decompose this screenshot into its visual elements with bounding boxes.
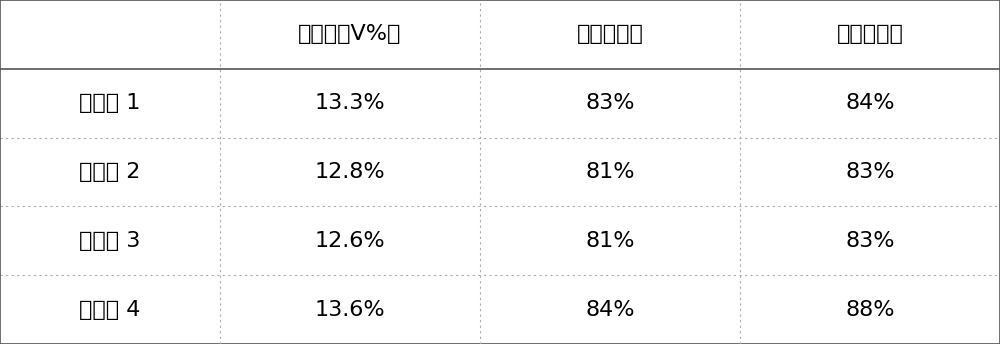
Text: 81%: 81%: [585, 162, 635, 182]
Text: 88%: 88%: [845, 300, 895, 320]
Text: 83%: 83%: [845, 231, 895, 251]
Text: 实施例 3: 实施例 3: [79, 231, 141, 251]
Text: 84%: 84%: [585, 300, 635, 320]
Text: 氢气利用率: 氢气利用率: [837, 24, 903, 44]
Text: 84%: 84%: [845, 93, 895, 113]
Text: 氨净値（V%）: 氨净値（V%）: [298, 24, 402, 44]
Text: 81%: 81%: [585, 231, 635, 251]
Text: 12.8%: 12.8%: [315, 162, 385, 182]
Text: 13.6%: 13.6%: [315, 300, 385, 320]
Text: 实施例 4: 实施例 4: [79, 300, 141, 320]
Text: 13.3%: 13.3%: [315, 93, 385, 113]
Text: 氮气利用率: 氮气利用率: [577, 24, 643, 44]
Text: 12.6%: 12.6%: [315, 231, 385, 251]
Text: 83%: 83%: [845, 162, 895, 182]
Text: 83%: 83%: [585, 93, 635, 113]
Text: 实施例 1: 实施例 1: [79, 93, 141, 113]
Text: 实施例 2: 实施例 2: [79, 162, 141, 182]
